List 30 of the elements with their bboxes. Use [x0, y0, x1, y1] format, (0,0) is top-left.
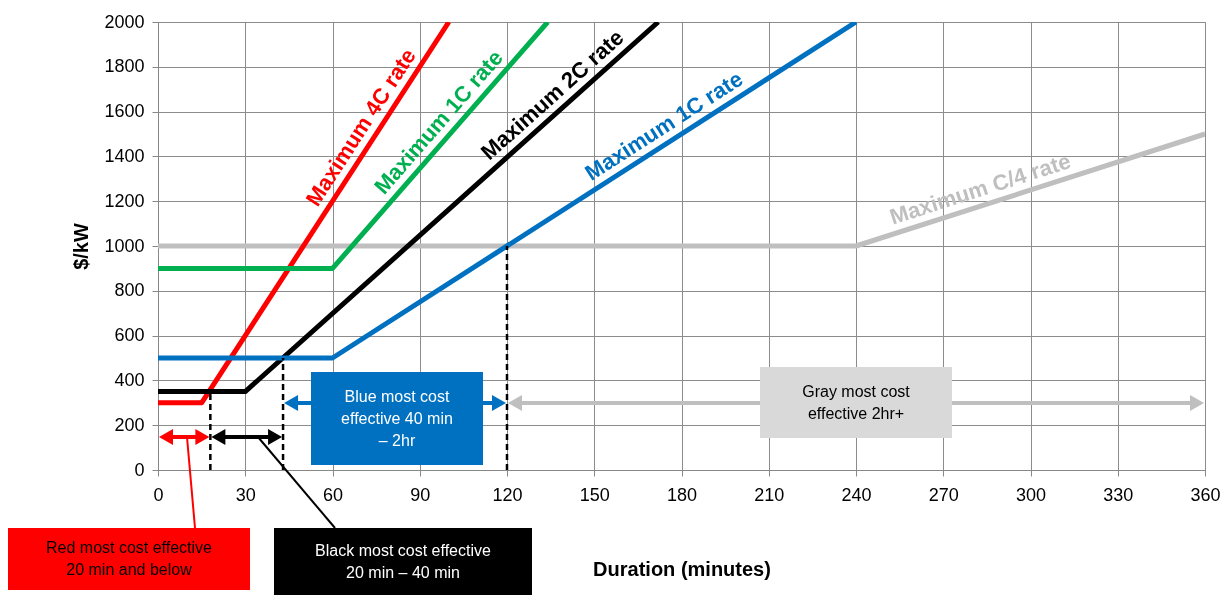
callout-box: Black most cost effective 20 min – 40 min — [274, 528, 532, 595]
x-tick-label: 360 — [1190, 484, 1221, 505]
x-tick-label: 180 — [666, 484, 698, 505]
y-tick-label: 1200 — [104, 190, 145, 211]
y-tick-label: 400 — [114, 369, 145, 390]
y-tick-label: 1400 — [104, 145, 145, 166]
x-tick-label: 150 — [579, 484, 610, 505]
x-tick-label: 300 — [1015, 484, 1047, 505]
y-axis-title: $/kW — [70, 223, 93, 270]
callout-box: Red most cost effective 20 min and below — [8, 528, 250, 590]
y-tick-label: 800 — [114, 280, 145, 301]
x-tick-label: 270 — [928, 484, 959, 505]
y-tick-label: 200 — [114, 414, 145, 435]
y-tick-label: 2000 — [104, 11, 145, 32]
y-tick-label: 0 — [134, 459, 145, 480]
y-tick-label: 1600 — [104, 101, 145, 122]
x-tick-label: 120 — [492, 484, 523, 505]
x-axis-title: Duration (minutes) — [593, 557, 771, 580]
callout-box: Blue most cost effective 40 min – 2hr — [311, 372, 483, 465]
x-tick-label: 60 — [322, 484, 344, 505]
x-tick-label: 330 — [1103, 484, 1134, 505]
x-tick-label: 30 — [235, 484, 256, 505]
y-tick-label: 1000 — [104, 235, 145, 256]
x-tick-label: 210 — [754, 484, 785, 505]
y-tick-label: 600 — [114, 325, 145, 346]
x-tick-label: 90 — [410, 484, 431, 505]
y-tick-label: 1800 — [104, 56, 145, 77]
x-tick-label: 0 — [153, 484, 164, 505]
callout-box: Gray most cost effective 2hr+ — [760, 367, 952, 438]
x-tick-label: 240 — [841, 484, 872, 505]
